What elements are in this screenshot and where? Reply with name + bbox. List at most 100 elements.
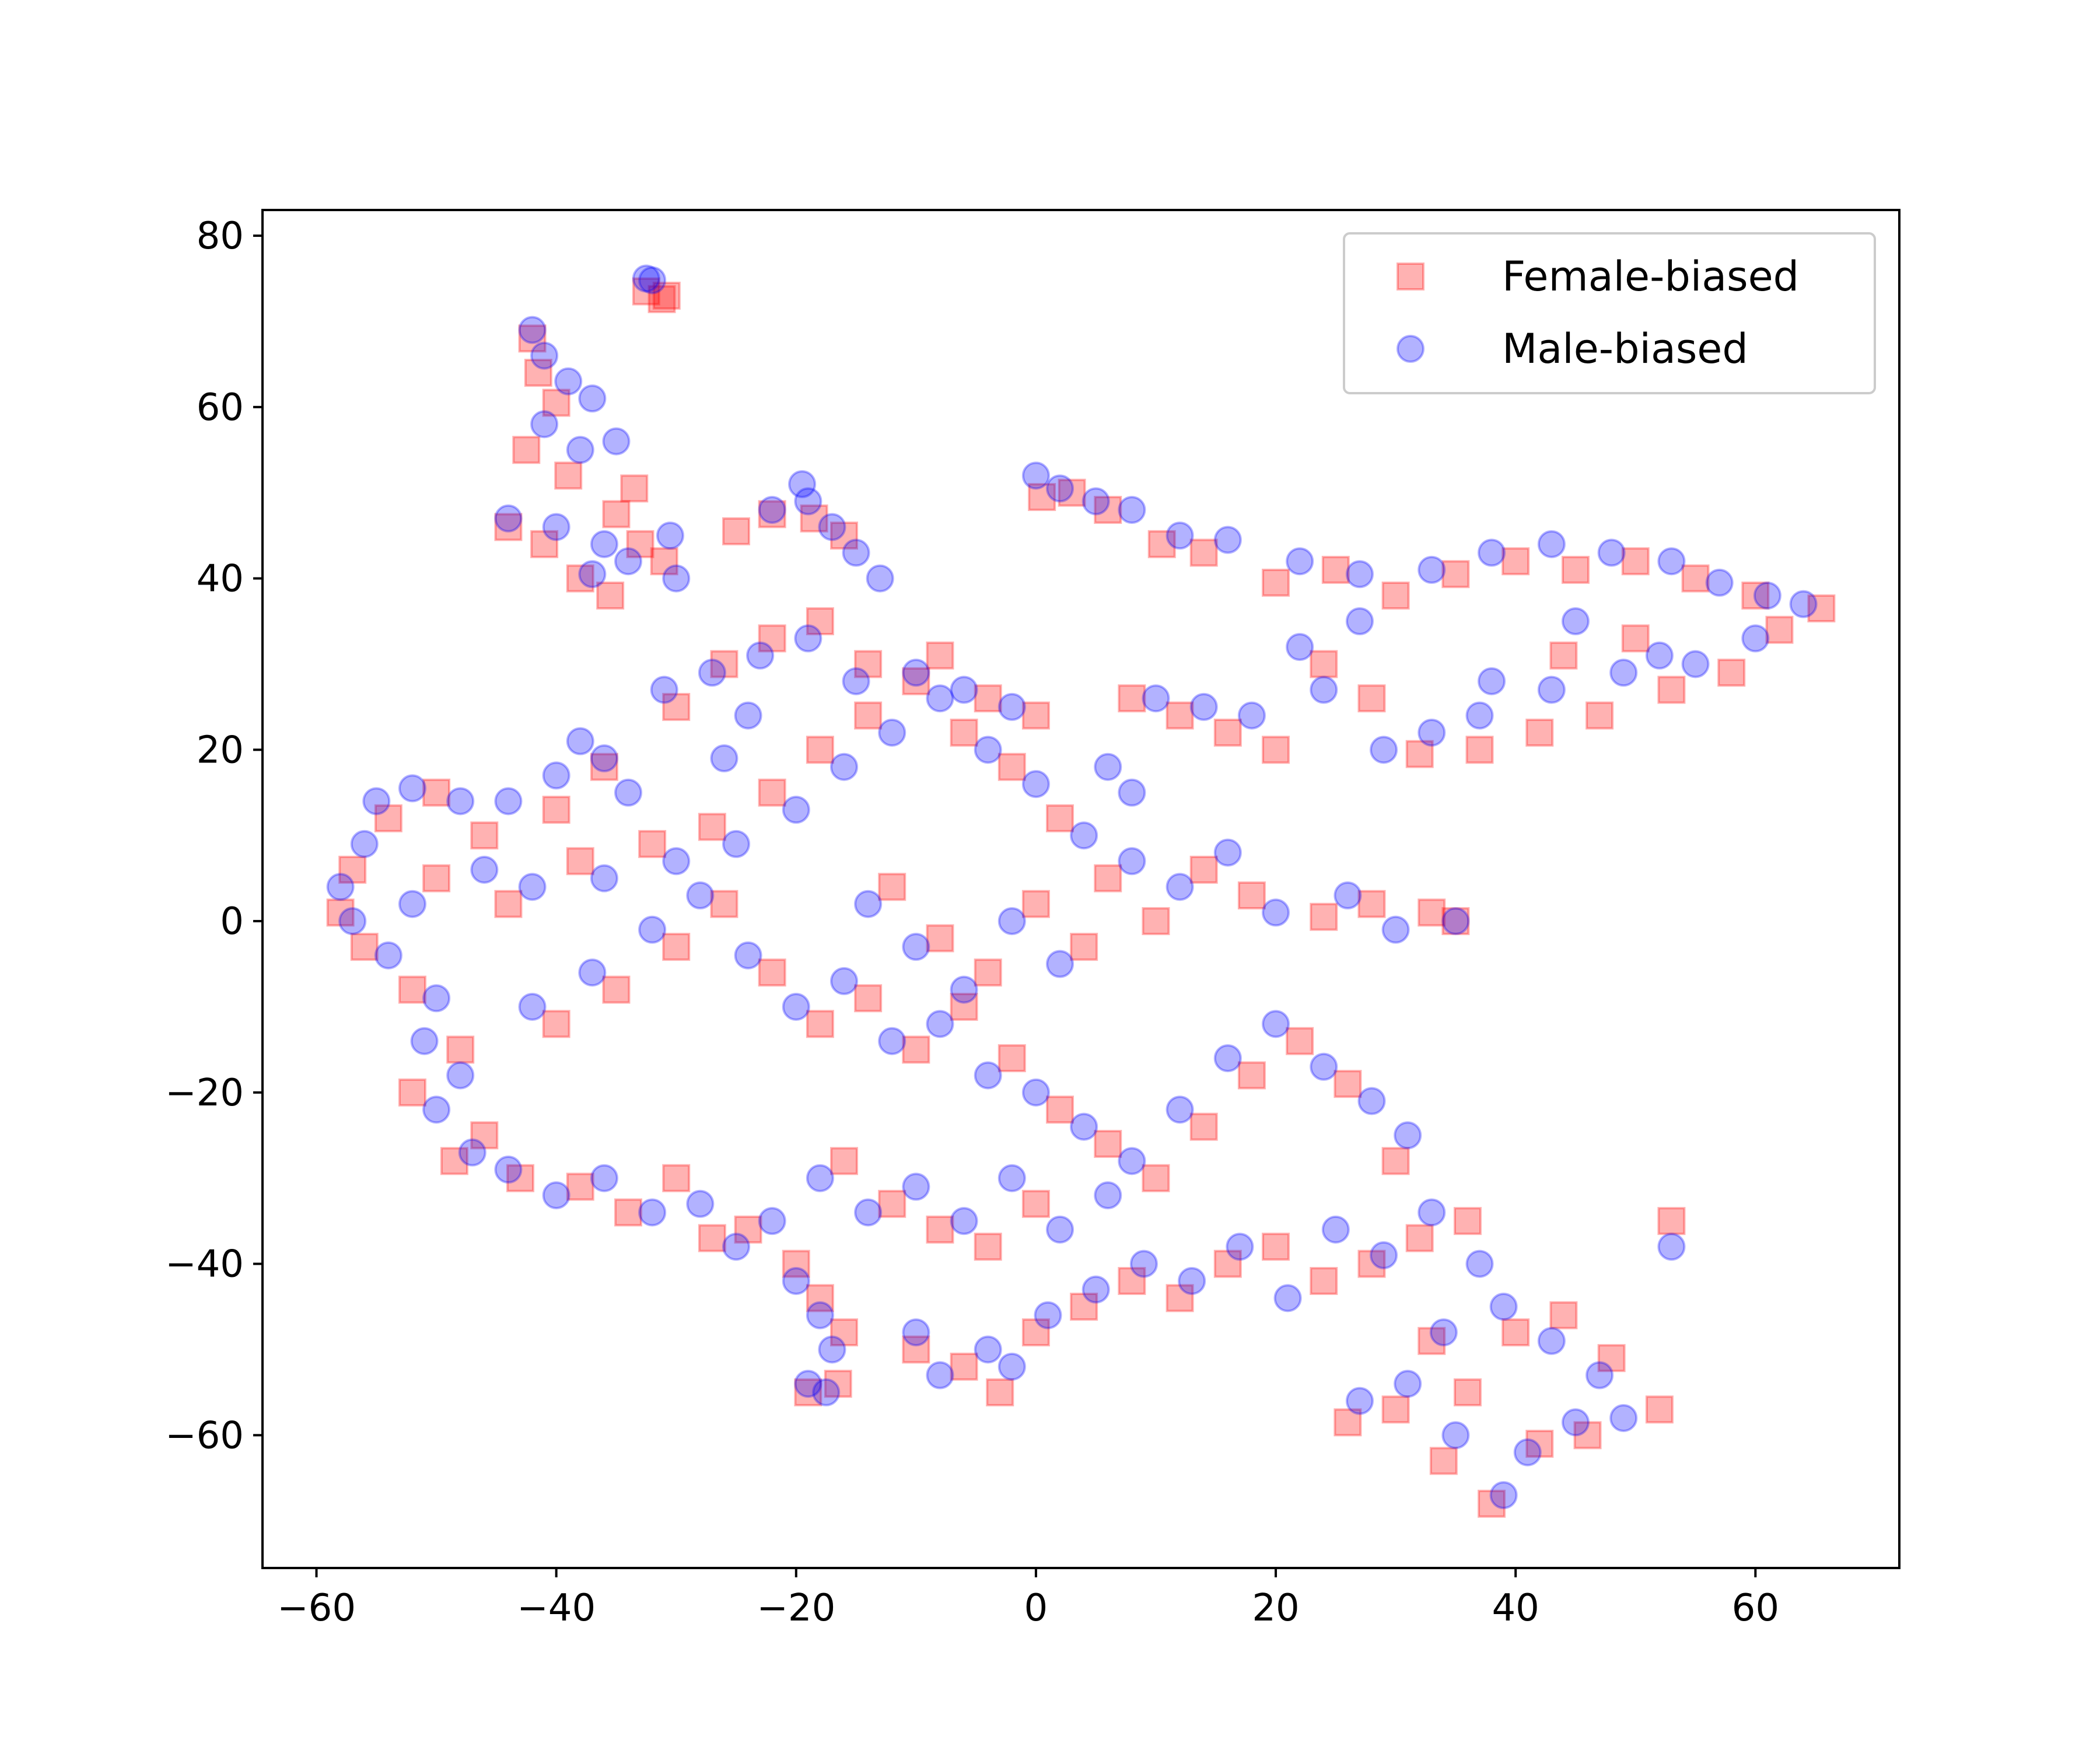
square-point-female-biased: [652, 281, 681, 310]
circle-point-male-biased: [866, 564, 894, 593]
circle-point-male-biased: [998, 1164, 1026, 1192]
circle-point-male-biased: [662, 847, 691, 876]
circle-point-male-biased: [734, 701, 762, 730]
square-point-female-biased: [1021, 701, 1050, 730]
square-point-female-biased: [1561, 555, 1590, 584]
circle-point-male-biased: [1370, 736, 1398, 764]
circle-point-male-biased: [494, 1156, 523, 1184]
square-point-female-biased: [1453, 1207, 1482, 1236]
square-point-female-biased: [734, 1215, 762, 1244]
x-tick-label: −20: [757, 1587, 835, 1630]
square-point-female-biased: [1334, 1070, 1362, 1098]
circle-point-male-biased: [1394, 1121, 1422, 1150]
square-point-female-biased: [1597, 1344, 1626, 1373]
circle-point-male-biased: [422, 984, 451, 1013]
legend-marker-male-biased: [1396, 335, 1424, 363]
y-tick-label: 0: [220, 900, 244, 943]
circle-point-male-biased: [542, 513, 570, 541]
legend-label-female-biased: Female-biased: [1502, 253, 1799, 300]
square-point-female-biased: [830, 522, 859, 550]
circle-point-male-biased: [1273, 1284, 1302, 1312]
circle-point-male-biased: [638, 915, 667, 944]
square-point-female-biased: [494, 513, 523, 541]
square-point-female-biased: [926, 1215, 954, 1244]
square-point-female-biased: [806, 736, 834, 764]
square-point-female-biased: [542, 1010, 570, 1038]
square-point-female-biased: [1094, 1129, 1122, 1158]
square-point-female-biased: [1741, 581, 1770, 610]
circle-point-male-biased: [1142, 684, 1170, 713]
square-point-female-biased: [722, 517, 750, 545]
square-point-female-biased: [1657, 1207, 1686, 1236]
circle-point-male-biased: [1381, 915, 1410, 944]
circle-point-male-biased: [1561, 607, 1590, 636]
circle-point-male-biased: [698, 659, 726, 687]
square-point-female-biased: [710, 890, 738, 918]
circle-point-male-biased: [1441, 907, 1470, 936]
square-point-female-biased: [758, 958, 786, 987]
circle-point-male-biased: [998, 1352, 1026, 1381]
legend: Female-biased Male-biased: [1343, 232, 1876, 394]
circle-point-male-biased: [1741, 624, 1770, 653]
square-point-female-biased: [926, 641, 954, 670]
circle-point-male-biased: [1429, 1318, 1458, 1347]
square-point-female-biased: [698, 813, 726, 841]
circle-point-male-biased: [446, 787, 475, 816]
x-tick-label: −40: [517, 1587, 596, 1630]
square-point-female-biased: [470, 821, 499, 850]
circle-point-male-biased: [362, 787, 391, 816]
square-point-female-biased: [1381, 1147, 1410, 1175]
square-point-female-biased: [1046, 804, 1074, 832]
square-point-female-biased: [1441, 907, 1470, 936]
circle-point-male-biased: [830, 967, 859, 995]
circle-point-male-biased: [794, 1370, 822, 1398]
square-point-female-biased: [1310, 902, 1338, 931]
circle-point-male-biased: [842, 667, 870, 695]
circle-point-male-biased: [686, 881, 715, 910]
circle-point-male-biased: [590, 744, 618, 773]
circle-point-male-biased: [1370, 1241, 1398, 1269]
circle-point-male-biased: [1189, 692, 1218, 721]
circle-point-male-biased: [446, 1061, 475, 1090]
square-point-female-biased: [698, 1224, 726, 1252]
series-female-biased: [326, 277, 1836, 1518]
circle-point-male-biased: [818, 513, 846, 541]
square-point-female-biased: [1405, 1224, 1434, 1252]
circle-point-male-biased: [806, 1164, 834, 1192]
circle-point-male-biased: [1070, 1112, 1098, 1141]
y-tick-label: 60: [197, 386, 244, 429]
circle-point-male-biased: [494, 787, 523, 816]
square-point-female-biased: [1189, 1112, 1218, 1141]
square-point-female-biased: [1549, 641, 1578, 670]
square-point-female-biased: [398, 975, 426, 1004]
circle-point-male-biased: [974, 736, 1002, 764]
square-point-female-biased: [512, 436, 541, 464]
square-point-female-biased: [626, 530, 654, 558]
y-tick-label: 20: [197, 729, 244, 772]
square-point-female-biased: [1021, 890, 1050, 918]
square-point-female-biased: [614, 1198, 642, 1227]
square-point-female-biased: [1357, 684, 1386, 713]
y-axis: −60 −40 −20 0 20 40 60 80: [165, 215, 262, 1457]
square-point-female-biased: [422, 778, 451, 807]
circle-point-male-biased: [1213, 1044, 1242, 1073]
circle-point-male-biased: [710, 744, 738, 773]
y-tick-label: −20: [165, 1072, 244, 1115]
square-point-female-biased: [1465, 736, 1494, 764]
circle-point-male-biased: [1418, 555, 1446, 584]
square-point-female-biased: [800, 504, 828, 533]
square-point-female-biased: [566, 847, 594, 876]
square-point-female-biased: [554, 461, 583, 490]
square-point-female-biased: [542, 796, 570, 824]
square-point-female-biased: [1021, 1189, 1050, 1218]
square-point-female-biased: [758, 778, 786, 807]
circle-point-male-biased: [1046, 950, 1074, 978]
square-point-female-biased: [1621, 547, 1650, 576]
square-point-female-biased: [998, 1044, 1026, 1073]
circle-point-male-biased: [794, 624, 822, 653]
circle-point-male-biased: [1286, 547, 1314, 576]
circle-point-male-biased: [758, 496, 786, 524]
square-point-female-biased: [1525, 718, 1554, 747]
square-point-female-biased: [806, 607, 834, 636]
circle-point-male-biased: [398, 774, 426, 803]
